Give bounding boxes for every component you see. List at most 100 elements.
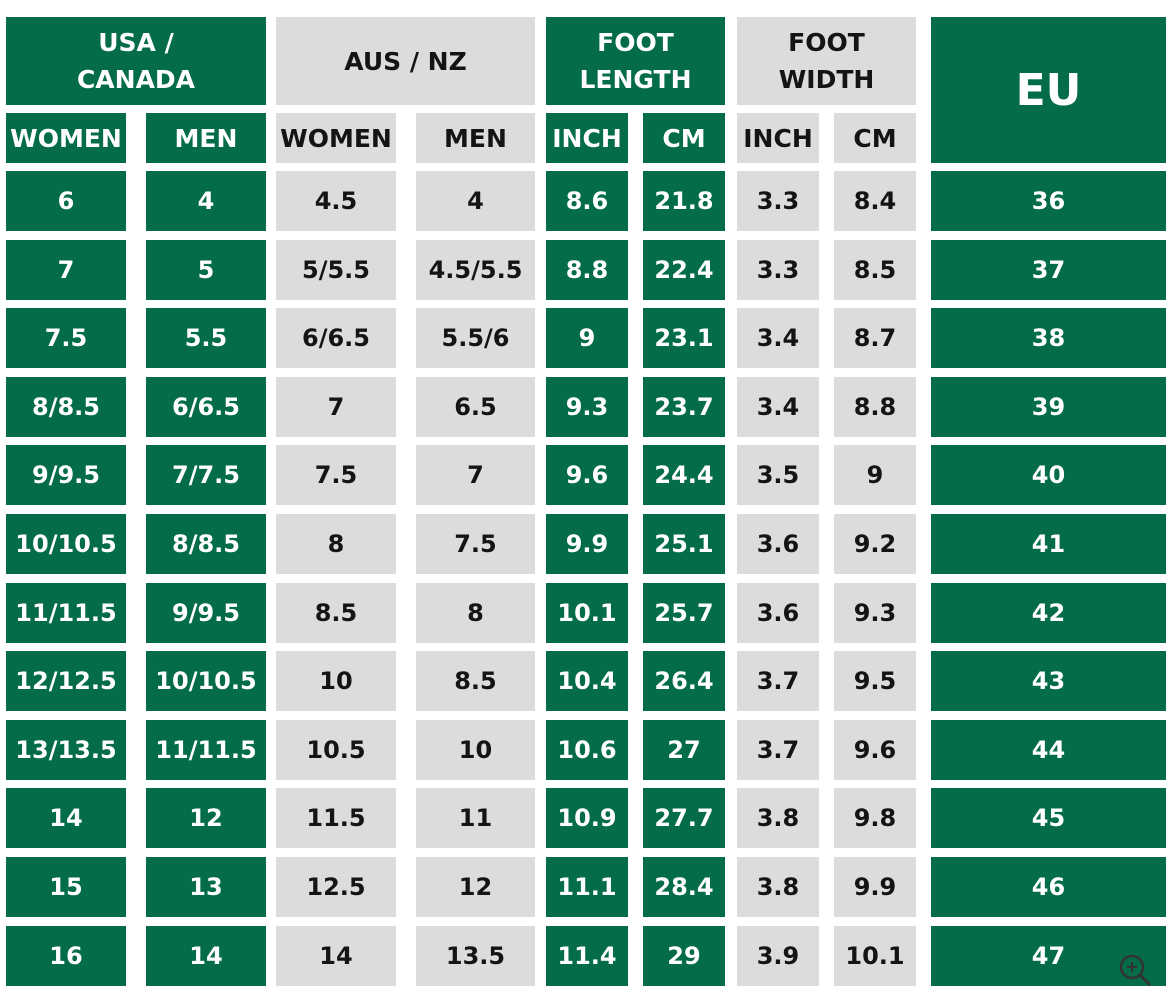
- table-cell: 5.5/6: [416, 308, 535, 369]
- table-cell: 5/5.5: [276, 239, 396, 300]
- table-cell: 9: [546, 308, 628, 369]
- table-cell: 8.8: [834, 376, 916, 437]
- sub-header: CM: [834, 113, 916, 163]
- table-cell: 3.3: [737, 171, 819, 231]
- table-cell: 3.7: [737, 651, 819, 712]
- header-text: FOOT LENGTH: [579, 28, 692, 94]
- table-cell: 13: [146, 857, 266, 917]
- sub-header: INCH: [546, 113, 628, 163]
- table-cell: 40: [931, 445, 1166, 506]
- table-cell: 10.9: [546, 788, 628, 849]
- table-cell: 41: [931, 514, 1166, 574]
- table-cell: 3.8: [737, 788, 819, 849]
- table-cell: 6/6.5: [276, 308, 396, 369]
- sub-header: CM: [643, 113, 725, 163]
- table-cell: 10.5: [276, 719, 396, 780]
- table-cell: 13.5: [416, 925, 535, 986]
- table-cell: 23.7: [643, 376, 725, 437]
- table-cell: 42: [931, 582, 1166, 643]
- table-cell: 9.6: [834, 719, 916, 780]
- zoom-icon[interactable]: [1115, 950, 1155, 990]
- table-cell: 5.5: [146, 308, 266, 369]
- table-cell: 6/6.5: [146, 376, 266, 437]
- table-cell: 23.1: [643, 308, 725, 369]
- table-cell: 29: [643, 925, 725, 986]
- table-cell: 8.8: [546, 239, 628, 300]
- table-cell: 3.4: [737, 376, 819, 437]
- table-cell: 8.5: [416, 651, 535, 712]
- header-text: AUS / NZ: [344, 46, 467, 76]
- table-cell: 6.5: [416, 376, 535, 437]
- table-cell: 10.4: [546, 651, 628, 712]
- table-cell: 27.7: [643, 788, 725, 849]
- table-cell: 28.4: [643, 857, 725, 917]
- table-cell: 7: [276, 376, 396, 437]
- table-cell: 9.9: [834, 857, 916, 917]
- table-cell: 7: [416, 445, 535, 506]
- table-cell: 7.5: [416, 514, 535, 574]
- group-header: FOOT WIDTH: [737, 17, 916, 105]
- sub-header: WOMEN: [276, 113, 396, 163]
- header-text: FOOT WIDTH: [778, 28, 875, 94]
- sub-header: INCH: [737, 113, 819, 163]
- table-cell: 25.7: [643, 582, 725, 643]
- table-cell: 3.4: [737, 308, 819, 369]
- table-cell: 38: [931, 308, 1166, 369]
- table-cell: 11/11.5: [6, 582, 126, 643]
- table-cell: 8/8.5: [146, 514, 266, 574]
- table-cell: 43: [931, 651, 1166, 712]
- table-cell: 3.9: [737, 925, 819, 986]
- table-cell: 9.3: [546, 376, 628, 437]
- table-cell: 14: [146, 925, 266, 986]
- table-cell: 45: [931, 788, 1166, 849]
- table-cell: 5: [146, 239, 266, 300]
- table-cell: 9.5: [834, 651, 916, 712]
- group-header: USA / CANADA: [6, 17, 266, 105]
- table-cell: 16: [6, 925, 126, 986]
- table-cell: 22.4: [643, 239, 725, 300]
- table-cell: 11: [416, 788, 535, 849]
- table-cell: 9/9.5: [146, 582, 266, 643]
- table-cell: 11.5: [276, 788, 396, 849]
- table-cell: 7.5: [276, 445, 396, 506]
- table-cell: 10.1: [834, 925, 916, 986]
- table-cell: 10: [276, 651, 396, 712]
- table-cell: 4: [146, 171, 266, 231]
- table-cell: 9.2: [834, 514, 916, 574]
- table-cell: 4: [416, 171, 535, 231]
- table-cell: 9.3: [834, 582, 916, 643]
- table-cell: 10: [416, 719, 535, 780]
- table-cell: 10.1: [546, 582, 628, 643]
- table-cell: 27: [643, 719, 725, 780]
- table-cell: 10/10.5: [6, 514, 126, 574]
- table-cell: 6: [6, 171, 126, 231]
- header-text: USA / CANADA: [76, 28, 196, 94]
- table-cell: 11.4: [546, 925, 628, 986]
- table-cell: 21.8: [643, 171, 725, 231]
- table-cell: 12: [146, 788, 266, 849]
- table-cell: 24.4: [643, 445, 725, 506]
- table-cell: 14: [276, 925, 396, 986]
- table-cell: 46: [931, 857, 1166, 917]
- table-cell: 15: [6, 857, 126, 917]
- table-cell: 8.4: [834, 171, 916, 231]
- table-cell: 8.6: [546, 171, 628, 231]
- table-cell: 12: [416, 857, 535, 917]
- table-cell: 4.5/5.5: [416, 239, 535, 300]
- table-cell: 14: [6, 788, 126, 849]
- table-cell: 8.5: [276, 582, 396, 643]
- table-cell: 7.5: [6, 308, 126, 369]
- table-cell: 9.6: [546, 445, 628, 506]
- sub-header: MEN: [146, 113, 266, 163]
- sub-header: WOMEN: [6, 113, 126, 163]
- table-cell: 4.5: [276, 171, 396, 231]
- table-cell: 10/10.5: [146, 651, 266, 712]
- table-cell: 44: [931, 719, 1166, 780]
- table-cell: 8: [276, 514, 396, 574]
- table-cell: 3.6: [737, 582, 819, 643]
- table-cell: 37: [931, 239, 1166, 300]
- table-cell: 3.6: [737, 514, 819, 574]
- table-cell: 8/8.5: [6, 376, 126, 437]
- table-cell: 25.1: [643, 514, 725, 574]
- group-header: AUS / NZ: [276, 17, 535, 105]
